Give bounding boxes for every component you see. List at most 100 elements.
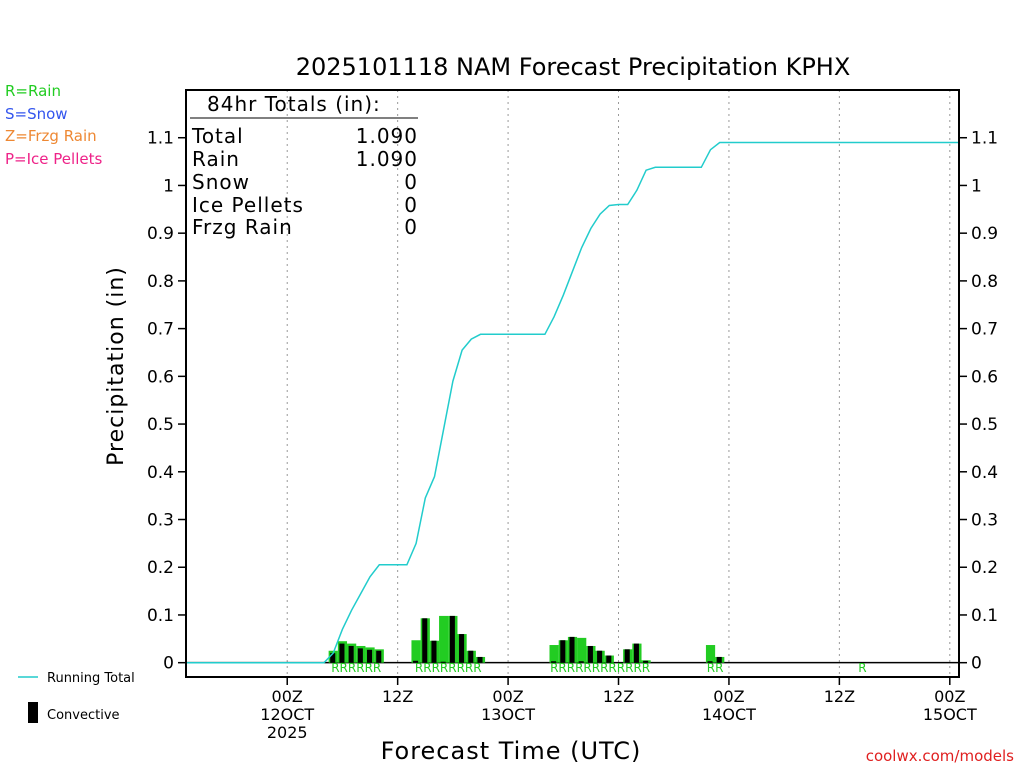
precip-bar — [549, 645, 559, 663]
series-legend: Running Total Convective — [18, 671, 135, 723]
bars-layer: RRRRRR RRRRRRRR RRRRRRRRRRRR RR R — [328, 615, 867, 675]
precip-type-label: RR — [707, 661, 724, 675]
precip-type-label: R — [858, 661, 866, 675]
y-tick-label-right: 0.3 — [971, 511, 998, 531]
running-total-legend-label: Running Total — [47, 671, 135, 686]
grid-layer — [186, 90, 959, 677]
legend-snow: S=Snow — [5, 105, 68, 123]
convective-legend-swatch — [28, 702, 38, 723]
convective-bar — [330, 653, 336, 663]
y-tick-label-right: 0.2 — [971, 558, 998, 578]
precip-bar — [577, 637, 587, 663]
precip-type-label: RRRRRRRRRRRR — [550, 661, 650, 675]
y-tick-label-left: 0.1 — [147, 606, 174, 626]
convective-bar — [587, 645, 593, 663]
totals-label-rain: Rain — [192, 147, 240, 171]
y-tick-label-left: 0.9 — [147, 224, 174, 244]
y-tick-label-left: 0.7 — [147, 320, 174, 340]
convective-bar — [468, 650, 474, 663]
totals-label-ice-pellets: Ice Pellets — [192, 193, 304, 217]
y-tick-label-right: 0 — [971, 654, 982, 674]
y-tick-label-left: 0.3 — [147, 511, 174, 531]
convective-bar — [431, 640, 437, 663]
x-tick-label: 12Z — [382, 687, 413, 706]
convective-bar — [422, 618, 428, 663]
x-tick-label: 14OCT — [702, 705, 756, 724]
x-tick-label: 12OCT — [260, 705, 314, 724]
x-tick-label: 13OCT — [481, 705, 535, 724]
x-tick-label: 15OCT — [923, 705, 977, 724]
chart-title: 2025101118 NAM Forecast Precipitation KP… — [296, 53, 851, 81]
totals-value-ice-pellets: 0 — [404, 193, 418, 217]
precip-type-label: RRRRRR — [331, 661, 381, 675]
convective-bar — [339, 643, 345, 663]
y-tick-label-right: 0.4 — [971, 463, 998, 483]
convective-bar — [367, 649, 373, 663]
x-tick-label: 2025 — [267, 723, 308, 742]
convective-bar — [440, 661, 446, 663]
y-axis-label: Precipitation (in) — [104, 266, 129, 466]
y-tick-label-left: 0.8 — [147, 272, 174, 292]
y-tick-label-right: 1 — [971, 176, 982, 196]
convective-bar — [606, 655, 612, 663]
totals-label-frzg-rain: Frzg Rain — [192, 215, 293, 239]
y-tick-label-right: 0.7 — [971, 320, 998, 340]
y-tick-label-right: 1.1 — [971, 129, 998, 149]
y-tick-label-left: 0.5 — [147, 415, 174, 435]
legend-frzg-rain: Z=Frzg Rain — [5, 127, 97, 145]
convective-bar — [643, 660, 649, 663]
convective-bar — [707, 661, 713, 663]
y-tick-label-left: 0.4 — [147, 463, 174, 483]
precip-bar — [705, 645, 716, 663]
convective-bar — [413, 660, 419, 663]
axes-layer: 0 00.1 0.10.2 0.20.3 0.30.4 0.40.5 0.50.6 0.60.… — [147, 89, 998, 742]
x-tick-label: 00Z — [272, 687, 303, 706]
credit-text: coolwx.com/models — [866, 747, 1014, 765]
y-tick-label-left: 0.6 — [147, 367, 174, 387]
totals-value-rain: 1.090 — [356, 147, 418, 171]
convective-legend-label: Convective — [47, 708, 120, 723]
y-tick-label-right: 0.9 — [971, 224, 998, 244]
y-tick-label-left: 0 — [163, 654, 174, 674]
totals-value-snow: 0 — [404, 170, 418, 194]
legend-rain: R=Rain — [5, 82, 61, 100]
totals-label-total: Total — [191, 124, 244, 148]
convective-bar — [459, 634, 465, 663]
convective-bar — [624, 649, 630, 663]
y-tick-label-left: 1 — [163, 176, 174, 196]
totals-box: 84hr Totals (in): Total 1.090 Rain 1.090… — [190, 92, 418, 239]
x-tick-label: 00Z — [492, 687, 523, 706]
convective-bar — [376, 650, 382, 663]
x-tick-label: 00Z — [934, 687, 965, 706]
convective-bar — [716, 656, 722, 663]
precip-bar — [439, 615, 449, 663]
convective-bar — [348, 645, 354, 663]
totals-label-snow: Snow — [192, 170, 250, 194]
running-total-line — [186, 141, 959, 664]
plot-frame — [185, 89, 960, 678]
convective-bar — [597, 650, 603, 663]
convective-bar — [477, 656, 483, 663]
y-tick-label-left: 0.2 — [147, 558, 174, 578]
y-tick-label-right: 0.6 — [971, 367, 998, 387]
precip-type-label: RRRRRRRR — [415, 661, 482, 675]
convective-bar — [560, 640, 566, 663]
convective-bar — [551, 661, 557, 663]
totals-value-frzg-rain: 0 — [404, 215, 418, 239]
y-tick-label-left: 1.1 — [147, 129, 174, 149]
convective-bar — [633, 643, 639, 663]
convective-bar — [578, 661, 584, 663]
y-tick-label-right: 0.8 — [971, 272, 998, 292]
convective-bar — [569, 636, 575, 663]
convective-bar — [357, 648, 363, 663]
convective-bar — [449, 615, 455, 663]
line-layer — [186, 141, 959, 664]
legend-ice-pellets: P=Ice Pellets — [5, 150, 102, 168]
y-tick-label-right: 0.1 — [971, 606, 998, 626]
y-tick-label-right: 0.5 — [971, 415, 998, 435]
totals-value-total: 1.090 — [356, 124, 418, 148]
x-tick-label: 12Z — [824, 687, 855, 706]
type-legend: R=Rain S=Snow Z=Frzg Rain P=Ice Pellets — [5, 82, 102, 168]
precip-bar — [411, 640, 421, 663]
